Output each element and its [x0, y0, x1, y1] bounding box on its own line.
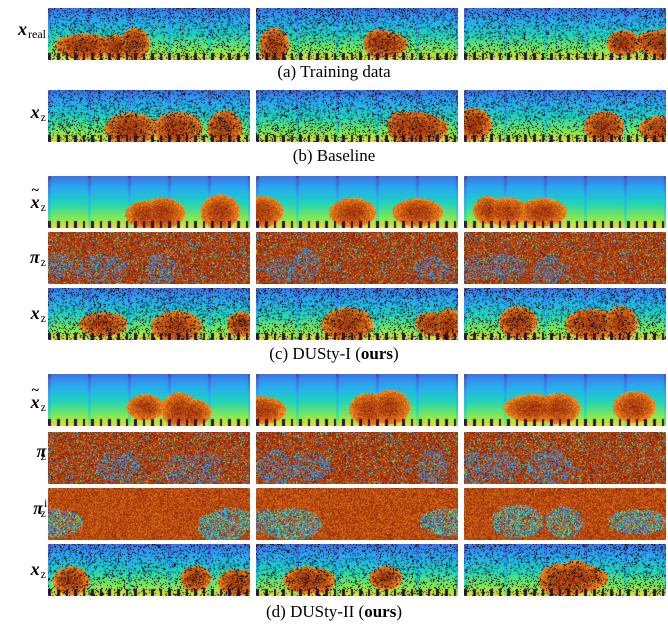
row-label-x-tilde-z: xz [0, 184, 46, 213]
row-label-pi-z: πz [29, 247, 46, 269]
image-tile [48, 176, 250, 228]
image-tile [48, 288, 250, 340]
image-tile [464, 432, 666, 484]
image-tile [464, 232, 666, 284]
image-tile [464, 374, 666, 426]
image-tile [256, 176, 458, 228]
caption-dusty-i: (c) DUSty-I (ours) [269, 344, 399, 363]
image-tile [48, 544, 250, 596]
image-tile [256, 232, 458, 284]
image-tile [48, 432, 250, 484]
image-tile [464, 544, 666, 596]
row-label-x-z: xz [30, 303, 46, 325]
image-tile [464, 176, 666, 228]
caption-baseline: (b) Baseline [292, 146, 376, 165]
image-tile [464, 288, 666, 340]
image-tile [256, 488, 458, 540]
image-tile [256, 90, 458, 142]
image-tile [256, 374, 458, 426]
image-tile [48, 90, 250, 142]
image-tile [48, 8, 250, 60]
image-tile [464, 8, 666, 60]
image-tile [464, 488, 666, 540]
image-tile [256, 432, 458, 484]
image-tile [256, 288, 458, 340]
row-label-x-tilde-z: xz [0, 384, 46, 413]
image-tile [48, 374, 250, 426]
caption-dusty-ii: (d) DUSty-II (ours) [266, 602, 402, 621]
image-tile [464, 90, 666, 142]
row-label-x-z: xz [30, 102, 46, 124]
image-tile [48, 232, 250, 284]
row-label-x-z: xz [30, 559, 46, 581]
row-label-x-real: xreal [18, 19, 46, 41]
image-tile [48, 488, 250, 540]
image-tile [256, 8, 458, 60]
row-label-pi-z-img: πimgz [33, 497, 63, 520]
image-tile [256, 544, 458, 596]
caption-training-data: (a) Training data [277, 62, 391, 81]
row-label-pi-z-pix: πpixz [36, 440, 63, 463]
